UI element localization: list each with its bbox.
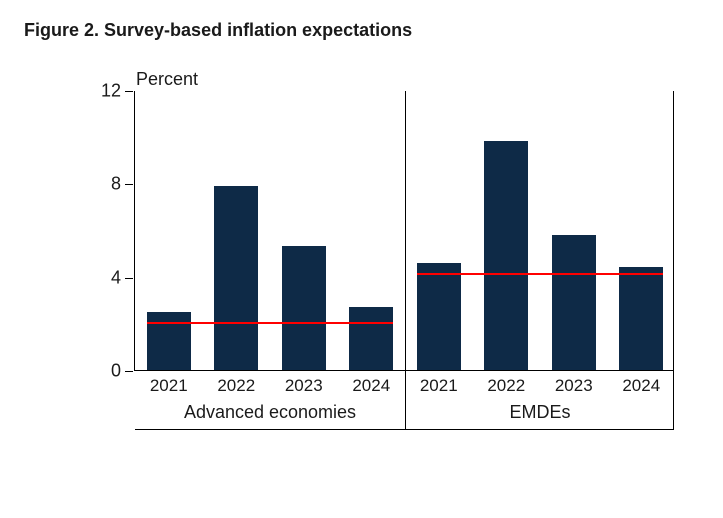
x-tick-label: 2022 bbox=[217, 376, 255, 396]
x-tick-label: 2024 bbox=[352, 376, 390, 396]
chart-container: Percent Advanced economiesEMDEs 04812202… bbox=[134, 91, 699, 371]
y-tick-label: 8 bbox=[111, 174, 121, 195]
bar bbox=[484, 141, 528, 370]
y-tick-label: 12 bbox=[101, 81, 121, 102]
group-label: Advanced economies bbox=[184, 402, 356, 423]
y-tick-label: 4 bbox=[111, 267, 121, 288]
bar bbox=[619, 267, 663, 370]
plot-right-border bbox=[673, 91, 674, 430]
bar bbox=[552, 235, 596, 370]
bar bbox=[417, 263, 461, 370]
reference-line bbox=[417, 273, 664, 275]
group-divider bbox=[405, 91, 406, 430]
bar bbox=[349, 307, 393, 370]
bar bbox=[282, 246, 326, 370]
x-tick-label: 2022 bbox=[487, 376, 525, 396]
x-tick-label: 2024 bbox=[622, 376, 660, 396]
y-tick bbox=[125, 91, 133, 92]
y-tick bbox=[125, 371, 133, 372]
x-tick-label: 2023 bbox=[555, 376, 593, 396]
x-tick-label: 2021 bbox=[150, 376, 188, 396]
bar bbox=[214, 186, 258, 370]
group-label: EMDEs bbox=[509, 402, 570, 423]
x-tick-label: 2021 bbox=[420, 376, 458, 396]
x-tick-label: 2023 bbox=[285, 376, 323, 396]
y-tick-label: 0 bbox=[111, 361, 121, 382]
y-tick bbox=[125, 278, 133, 279]
y-tick bbox=[125, 184, 133, 185]
figure-title: Figure 2. Survey-based inflation expecta… bbox=[24, 20, 699, 41]
y-axis-title: Percent bbox=[136, 69, 198, 90]
plot-area: Advanced economiesEMDEs 0481220212022202… bbox=[134, 91, 674, 371]
bar bbox=[147, 312, 191, 370]
reference-line bbox=[147, 322, 394, 324]
